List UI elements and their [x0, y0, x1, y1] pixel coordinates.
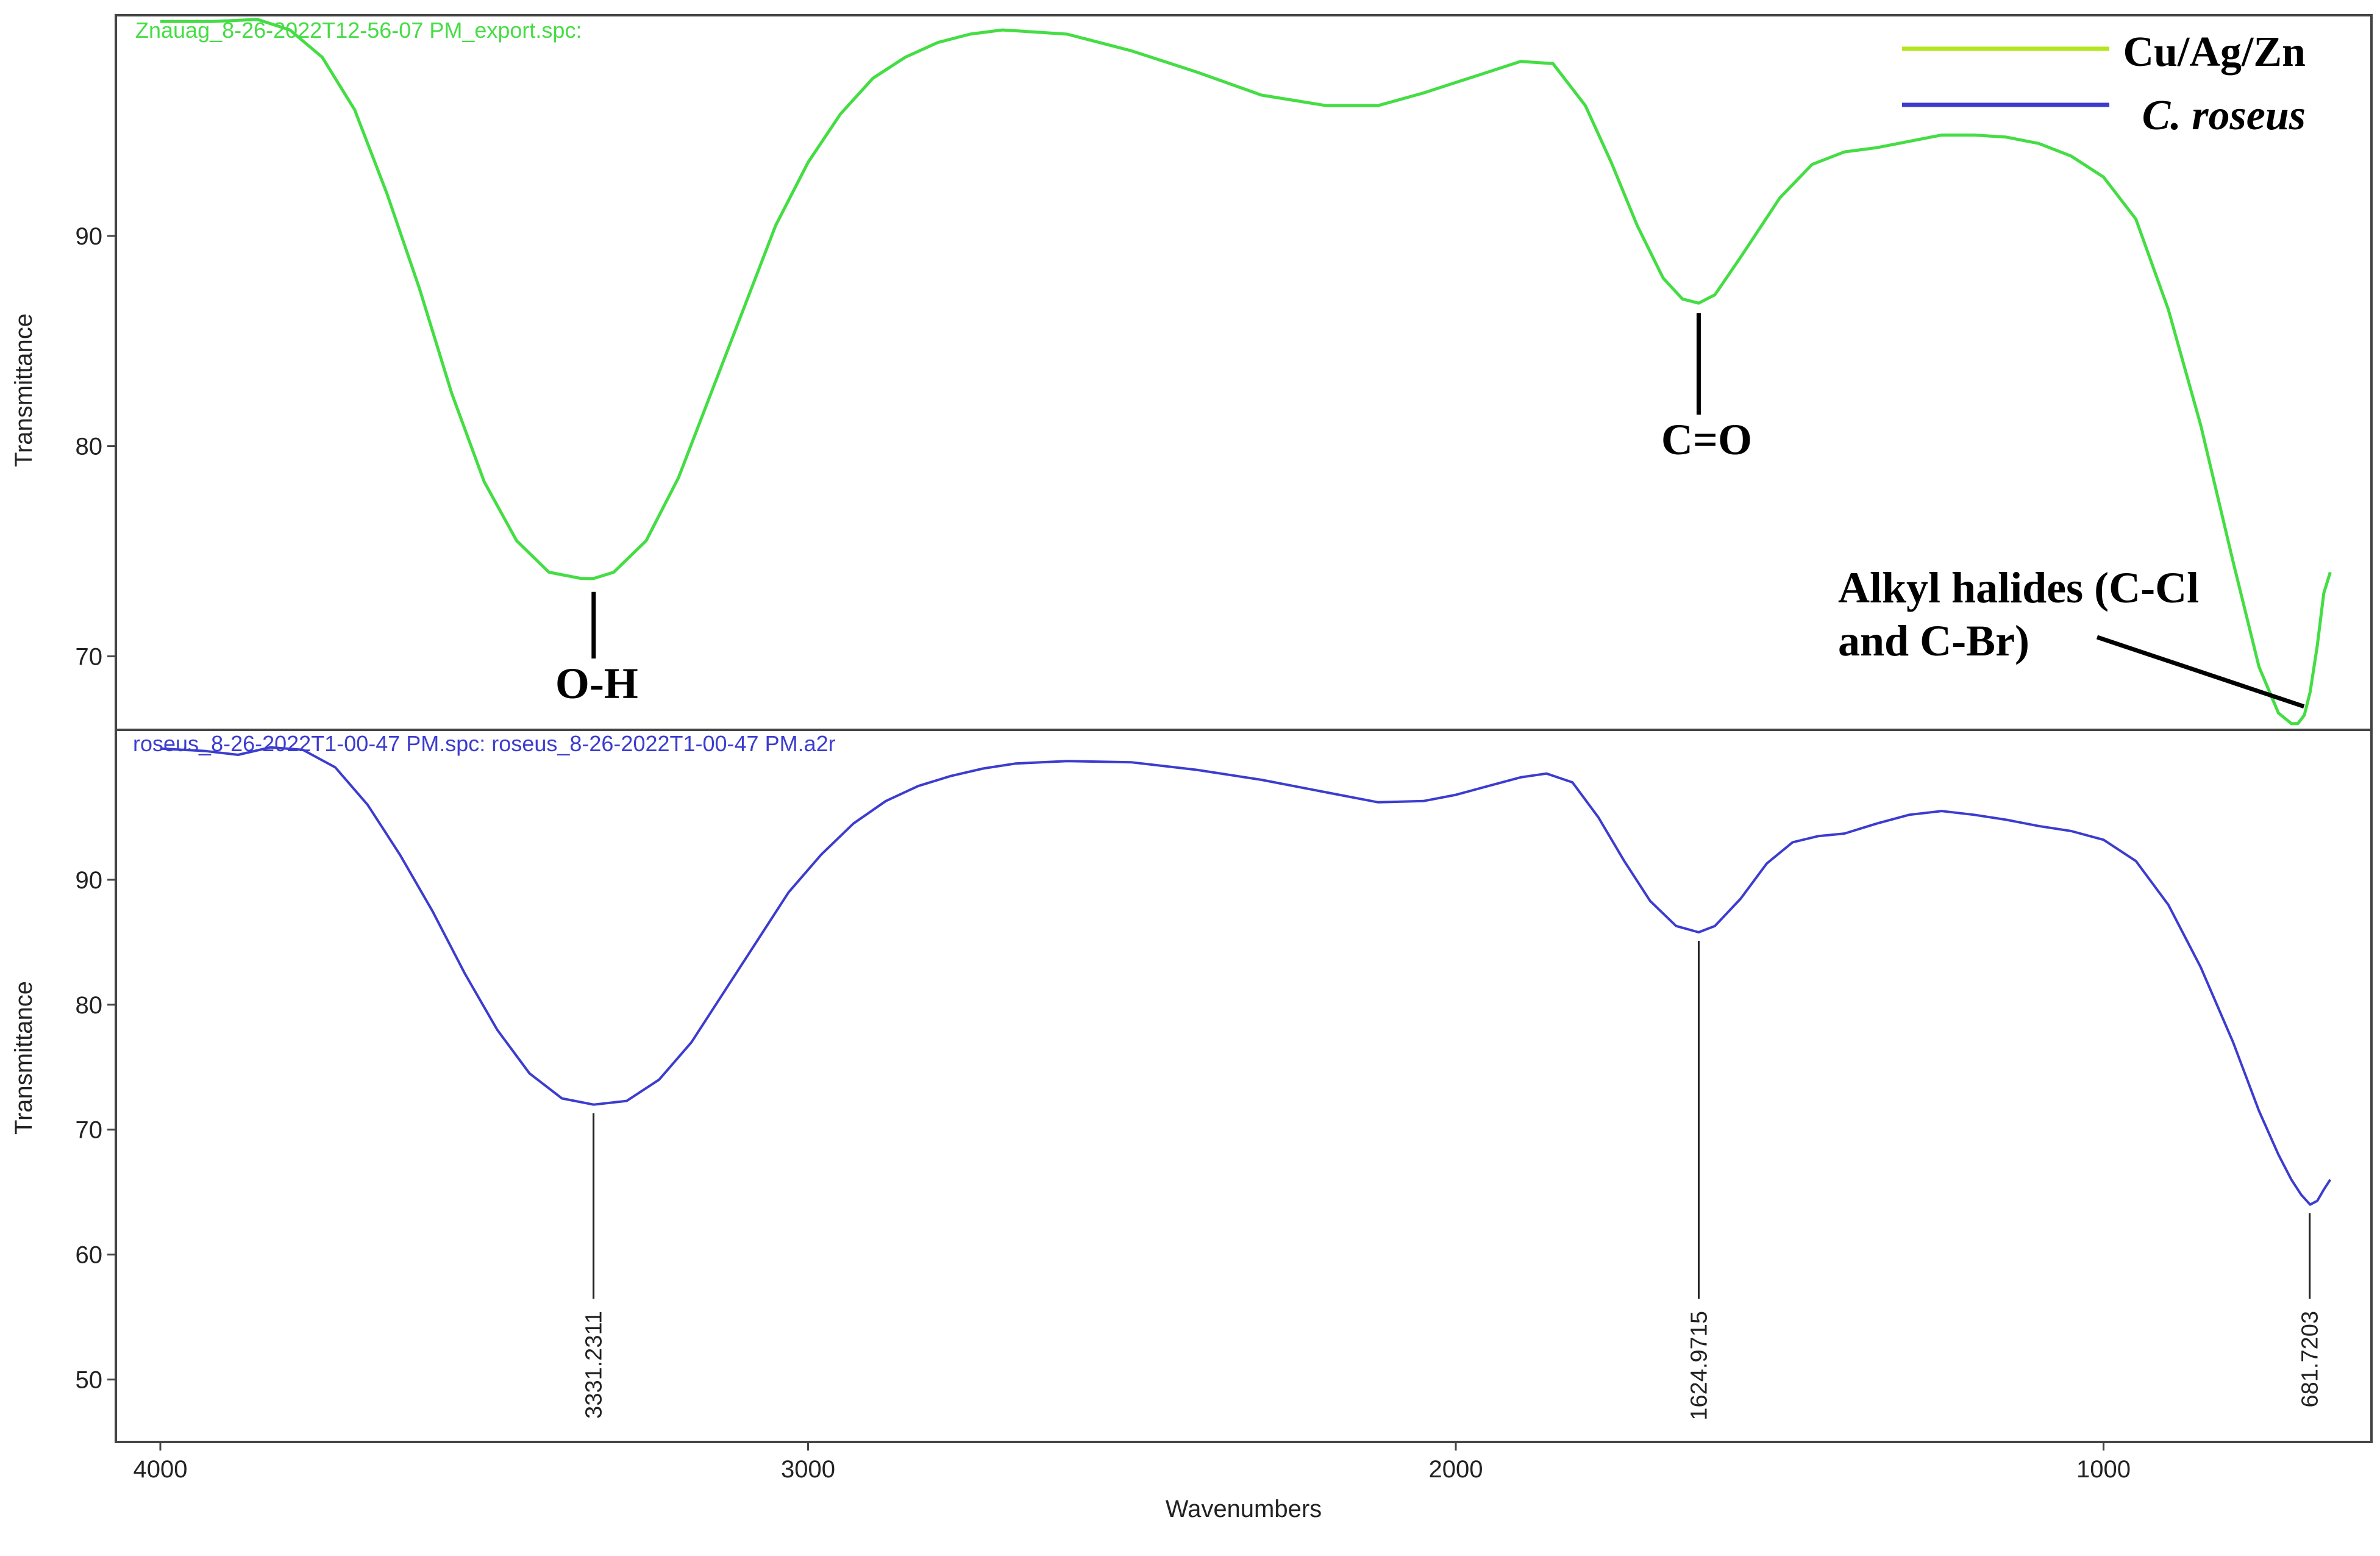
co-annotation-label: C=O	[1661, 415, 1752, 464]
bottom-x-ticks: 4000 3000 2000 1000	[134, 1442, 2131, 1483]
top-series-line-cu-ag-zn	[160, 18, 2332, 726]
bottom-y-tick-label: 50	[76, 1367, 103, 1394]
bottom-y-tick-label: 60	[76, 1242, 103, 1269]
bottom-panel: roseus_8-26-2022T1-00-47 PM.spc: roseus_…	[10, 729, 2373, 1522]
peak-value-label: 681.7203	[2298, 1311, 2323, 1408]
bottom-series-line-c-roseus	[160, 746, 2332, 1206]
bottom-y-ticks: 50 60 70 80 90	[76, 867, 116, 1394]
legend-label-cu-ag-zn: Cu/Ag/Zn	[2123, 29, 2306, 76]
bottom-y-tick-label: 80	[76, 992, 103, 1019]
bottom-panel-file-label: roseus_8-26-2022T1-00-47 PM.spc: roseus_…	[133, 731, 836, 756]
top-y-tick-label: 70	[76, 643, 103, 670]
legend-label-c-roseus: C. roseus	[2142, 92, 2306, 139]
top-panel: Znauag_8-26-2022T12-56-07 PM_export.spc:…	[10, 14, 2373, 731]
x-tick-label: 1000	[2076, 1456, 2131, 1483]
top-y-tick-label: 90	[76, 223, 103, 250]
x-tick-label: 4000	[134, 1456, 188, 1483]
alkyl-halides-label-line1: Alkyl halides (C-Cl	[1838, 563, 2199, 612]
oh-annotation-label: O-H	[555, 659, 638, 708]
x-tick-label: 3000	[781, 1456, 835, 1483]
alkyl-halides-annotation-line	[2096, 635, 2305, 708]
bottom-y-tick-label: 70	[76, 1117, 103, 1144]
x-axis-title: Wavenumbers	[1166, 1496, 1322, 1522]
bottom-peak-markers: 3331.2311 1624.9715 681.7203	[582, 940, 2323, 1421]
bottom-plot-frame	[115, 729, 2373, 1443]
top-y-ticks: 70 80 90	[76, 223, 116, 670]
top-y-tick-label: 80	[76, 434, 103, 460]
peak-value-label: 1624.9715	[1686, 1311, 1712, 1421]
bottom-y-axis-title: Transmittance	[10, 981, 37, 1135]
x-tick-label: 2000	[1429, 1456, 1483, 1483]
peak-value-label: 3331.2311	[582, 1311, 607, 1419]
bottom-y-tick-label: 90	[76, 867, 103, 894]
alkyl-halides-label-line2: and C-Br)	[1838, 616, 2029, 665]
legend: Cu/Ag/Zn C. roseus	[1902, 29, 2306, 139]
top-y-axis-title: Transmittance	[10, 313, 37, 467]
